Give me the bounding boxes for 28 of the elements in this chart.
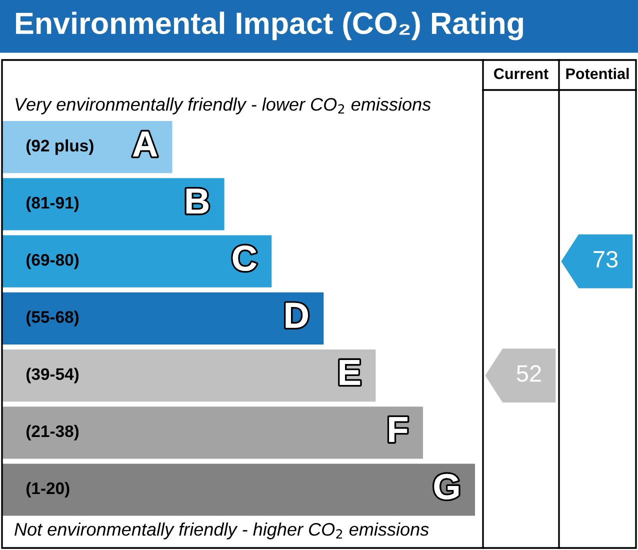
bar [2, 292, 324, 344]
y-tick-label: C [232, 245, 256, 272]
annotation: (69-80) [26, 254, 79, 270]
annotation: (21-38) [26, 424, 79, 440]
annotation: (81-91) [26, 196, 79, 212]
bar [2, 235, 272, 288]
text: Potential [566, 68, 629, 80]
y-tick-label: E [340, 360, 360, 385]
y-tick-label: F [389, 417, 408, 442]
y-tick-label: G [434, 474, 459, 500]
bar [2, 464, 475, 516]
bar [2, 406, 423, 459]
y-tick-label: A [132, 132, 158, 156]
bar [2, 178, 224, 230]
text: Very environmentally friendly - lower CO$_{2}$ emissions [16, 98, 431, 114]
text: 73 [594, 250, 618, 268]
annotation: (39-54) [26, 368, 79, 384]
annotation: (1-20) [26, 482, 70, 498]
text: Not environmentally friendly - higher CO$_{2}$ emissions [14, 522, 429, 540]
annotation: (55-68) [26, 310, 79, 326]
text: Current [494, 68, 548, 80]
chart-title: Environmental Impact (CO₂) Rating [16, 12, 523, 40]
bar [2, 349, 376, 402]
text: 52 [516, 365, 541, 382]
y-tick-label: D [286, 302, 308, 328]
bar [2, 121, 172, 174]
annotation: (92 plus) [26, 139, 94, 155]
y-tick-label: B [186, 188, 208, 214]
